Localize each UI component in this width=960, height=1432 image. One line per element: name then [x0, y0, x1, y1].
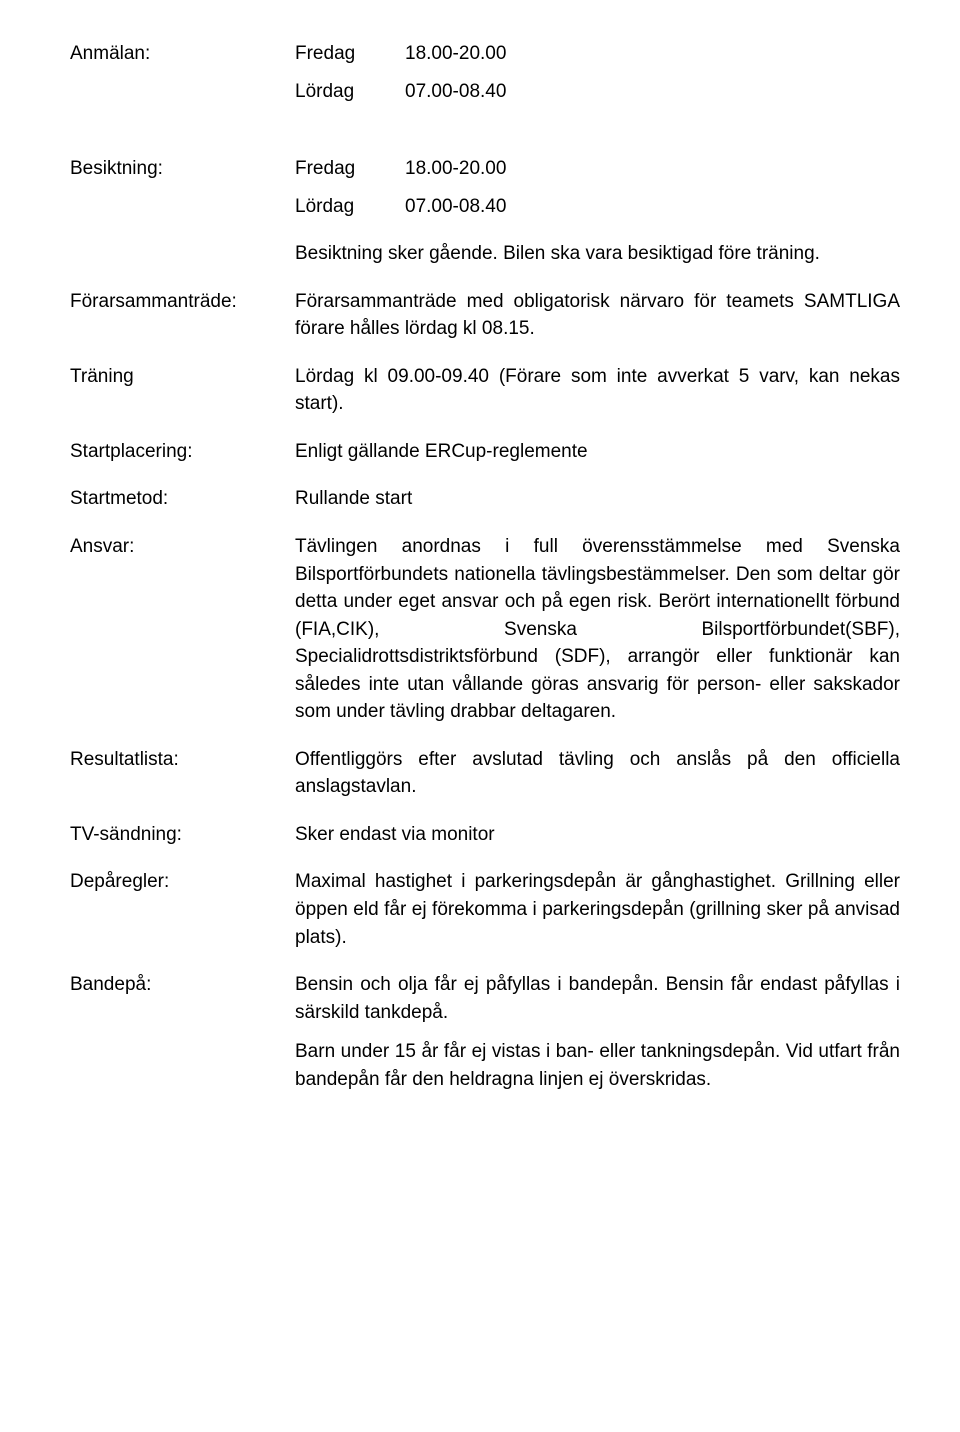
label-bandepa: Bandepå: — [70, 971, 295, 999]
besiktning-day1: Fredag — [295, 155, 405, 183]
row-ansvar: Ansvar: Tävlingen anordnas i full överen… — [70, 533, 900, 726]
anmalan-time2: 07.00-08.40 — [405, 78, 900, 106]
forarsammantrade-text: Förarsammanträde med obligatorisk närvar… — [295, 288, 900, 343]
row-deparegler: Depåregler: Maximal hastighet i parkerin… — [70, 868, 900, 951]
row-forarsammantrade: Förarsammanträde: Förarsammanträde med o… — [70, 288, 900, 343]
deparegler-text: Maximal hastighet i parkeringsdepån är g… — [295, 868, 900, 951]
bandepa-para2: Barn under 15 år får ej vistas i ban- el… — [295, 1038, 900, 1093]
label-tvsandning: TV-sändning: — [70, 821, 295, 849]
label-traning: Träning — [70, 363, 295, 391]
ansvar-text: Tävlingen anordnas i full överensstämmel… — [295, 533, 900, 726]
tvsandning-text: Sker endast via monitor — [295, 821, 900, 849]
row-anmalan-1: Anmälan: Fredag 18.00-20.00 — [70, 40, 900, 68]
startmetod-text: Rullande start — [295, 485, 900, 513]
row-besiktning-2: Lördag 07.00-08.40 — [70, 193, 900, 221]
besiktning-time1: 18.00-20.00 — [405, 155, 900, 183]
traning-text: Lördag kl 09.00-09.40 (Förare som inte a… — [295, 363, 900, 418]
startplacering-text: Enligt gällande ERCup-reglemente — [295, 438, 900, 466]
label-deparegler: Depåregler: — [70, 868, 295, 896]
label-ansvar: Ansvar: — [70, 533, 295, 561]
anmalan-day1: Fredag — [295, 40, 405, 68]
label-anmalan: Anmälan: — [70, 40, 295, 68]
row-resultatlista: Resultatlista: Offentliggörs efter avslu… — [70, 746, 900, 801]
besiktning-day2: Lördag — [295, 193, 405, 221]
row-anmalan-2: Lördag 07.00-08.40 — [70, 78, 900, 106]
row-bandepa: Bandepå: Bensin och olja får ej påfyllas… — [70, 971, 900, 1105]
row-startmetod: Startmetod: Rullande start — [70, 485, 900, 513]
label-forarsammantrade: Förarsammanträde: — [70, 288, 295, 316]
label-startmetod: Startmetod: — [70, 485, 295, 513]
besiktning-note: Besiktning sker gående. Bilen ska vara b… — [295, 240, 900, 268]
label-besiktning: Besiktning: — [70, 155, 295, 183]
resultatlista-text: Offentliggörs efter avslutad tävling och… — [295, 746, 900, 801]
row-besiktning-1: Besiktning: Fredag 18.00-20.00 — [70, 155, 900, 183]
row-besiktning-note: Besiktning sker gående. Bilen ska vara b… — [70, 240, 900, 268]
besiktning-time2: 07.00-08.40 — [405, 193, 900, 221]
anmalan-time1: 18.00-20.00 — [405, 40, 900, 68]
anmalan-day2: Lördag — [295, 78, 405, 106]
bandepa-para1: Bensin och olja får ej påfyllas i bandep… — [295, 971, 900, 1026]
row-traning: Träning Lördag kl 09.00-09.40 (Förare so… — [70, 363, 900, 418]
row-tvsandning: TV-sändning: Sker endast via monitor — [70, 821, 900, 849]
label-startplacering: Startplacering: — [70, 438, 295, 466]
label-resultatlista: Resultatlista: — [70, 746, 295, 774]
row-startplacering: Startplacering: Enligt gällande ERCup-re… — [70, 438, 900, 466]
